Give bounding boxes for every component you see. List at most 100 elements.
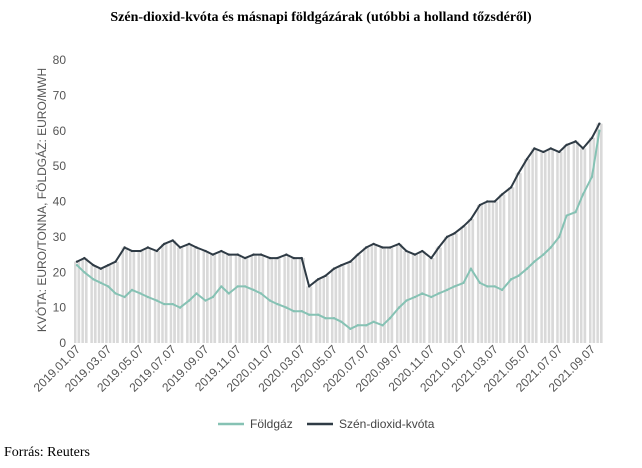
y-tick-label: 10 xyxy=(53,301,67,315)
point-foldgaz xyxy=(139,292,142,295)
point-foldgaz xyxy=(211,295,215,299)
point-foldgaz xyxy=(204,299,207,302)
point-foldgaz xyxy=(171,302,174,306)
point-szen-dioxid-kvota xyxy=(469,217,473,221)
point-foldgaz xyxy=(598,129,601,132)
point-szen-dioxid-kvota xyxy=(171,239,174,242)
point-foldgaz xyxy=(574,210,577,214)
legend-label-szen-dioxid-kvota: Szén-dioxid-kvóta xyxy=(339,417,435,431)
point-szen-dioxid-kvota xyxy=(486,200,489,203)
point-foldgaz xyxy=(227,292,230,295)
point-szen-dioxid-kvota xyxy=(405,249,408,253)
point-foldgaz xyxy=(349,327,352,331)
point-szen-dioxid-kvota xyxy=(139,249,142,253)
legend: Földgáz Szén-dioxid-kvóta xyxy=(218,417,435,431)
point-foldgaz xyxy=(469,267,473,270)
y-tick-label: 40 xyxy=(53,195,67,209)
point-foldgaz xyxy=(195,292,198,295)
point-szen-dioxid-kvota xyxy=(590,136,594,140)
point-szen-dioxid-kvota xyxy=(565,143,568,147)
point-foldgaz xyxy=(324,317,327,320)
point-szen-dioxid-kvota xyxy=(517,172,520,175)
point-szen-dioxid-kvota xyxy=(413,253,417,256)
y-tick-label: 0 xyxy=(59,336,66,350)
point-foldgaz xyxy=(123,295,126,299)
point-foldgaz xyxy=(220,285,223,288)
point-szen-dioxid-kvota xyxy=(163,242,166,246)
point-szen-dioxid-kvota xyxy=(598,122,601,125)
point-foldgaz xyxy=(187,299,191,302)
point-szen-dioxid-kvota xyxy=(285,253,288,256)
point-szen-dioxid-kvota xyxy=(500,193,504,196)
point-szen-dioxid-kvota xyxy=(123,246,126,249)
point-foldgaz xyxy=(365,324,368,327)
point-foldgaz xyxy=(236,285,239,288)
point-foldgaz xyxy=(413,295,417,299)
point-foldgaz xyxy=(478,281,482,285)
point-foldgaz xyxy=(493,285,496,288)
point-foldgaz xyxy=(146,295,150,299)
y-tick-label: 80 xyxy=(53,53,67,67)
point-szen-dioxid-kvota xyxy=(525,157,529,161)
point-szen-dioxid-kvota xyxy=(236,253,239,256)
point-foldgaz xyxy=(285,306,288,309)
point-szen-dioxid-kvota xyxy=(106,263,110,267)
y-tick-label: 60 xyxy=(53,124,67,138)
source-note: Forrás: Reuters xyxy=(4,445,90,460)
point-szen-dioxid-kvota xyxy=(130,249,134,253)
point-foldgaz xyxy=(316,313,320,316)
point-szen-dioxid-kvota xyxy=(252,253,255,256)
point-szen-dioxid-kvota xyxy=(195,246,198,249)
point-szen-dioxid-kvota xyxy=(430,256,433,260)
point-szen-dioxid-kvota xyxy=(307,285,311,288)
point-szen-dioxid-kvota xyxy=(324,274,327,277)
point-foldgaz xyxy=(92,278,95,281)
point-szen-dioxid-kvota xyxy=(227,253,230,256)
point-szen-dioxid-kvota xyxy=(574,140,577,143)
point-foldgaz xyxy=(381,324,384,327)
point-szen-dioxid-kvota xyxy=(388,246,392,249)
point-foldgaz xyxy=(178,306,182,309)
point-szen-dioxid-kvota xyxy=(493,200,496,203)
point-foldgaz xyxy=(388,317,392,320)
point-szen-dioxid-kvota xyxy=(340,263,343,267)
point-foldgaz xyxy=(581,193,585,196)
point-szen-dioxid-kvota xyxy=(316,278,320,281)
point-szen-dioxid-kvota xyxy=(332,267,336,270)
point-foldgaz xyxy=(462,281,465,285)
point-szen-dioxid-kvota xyxy=(509,186,513,189)
point-foldgaz xyxy=(259,292,263,295)
point-foldgaz xyxy=(252,288,255,292)
point-szen-dioxid-kvota xyxy=(421,249,424,253)
chart: 0 10 20 30 40 50 60 70 80 2019.01.072019.03.0720… xyxy=(31,53,603,431)
point-foldgaz xyxy=(356,324,359,327)
point-foldgaz xyxy=(525,267,529,270)
line-foldgaz xyxy=(76,130,601,330)
legend-label-foldgaz: Földgáz xyxy=(250,417,293,431)
point-foldgaz xyxy=(130,288,134,292)
point-szen-dioxid-kvota xyxy=(372,242,375,246)
point-szen-dioxid-kvota xyxy=(268,256,272,260)
point-szen-dioxid-kvota xyxy=(365,246,368,249)
point-foldgaz xyxy=(276,302,279,306)
y-tick-label: 30 xyxy=(53,230,67,244)
point-foldgaz xyxy=(486,285,489,288)
point-szen-dioxid-kvota xyxy=(292,256,295,260)
point-szen-dioxid-kvota xyxy=(204,249,207,253)
point-foldgaz xyxy=(397,306,401,309)
point-szen-dioxid-kvota xyxy=(381,246,384,249)
point-foldgaz xyxy=(558,235,561,239)
point-foldgaz xyxy=(163,302,166,306)
point-foldgaz xyxy=(114,292,117,295)
point-szen-dioxid-kvota xyxy=(445,235,449,239)
point-foldgaz xyxy=(453,285,456,288)
point-szen-dioxid-kvota xyxy=(558,150,561,154)
point-foldgaz xyxy=(430,295,433,299)
point-foldgaz xyxy=(549,246,552,249)
point-szen-dioxid-kvota xyxy=(92,263,95,267)
point-foldgaz xyxy=(268,299,272,302)
point-szen-dioxid-kvota xyxy=(220,249,223,253)
point-szen-dioxid-kvota xyxy=(453,232,456,235)
point-szen-dioxid-kvota xyxy=(478,203,482,207)
y-tick-label: 70 xyxy=(53,88,67,102)
